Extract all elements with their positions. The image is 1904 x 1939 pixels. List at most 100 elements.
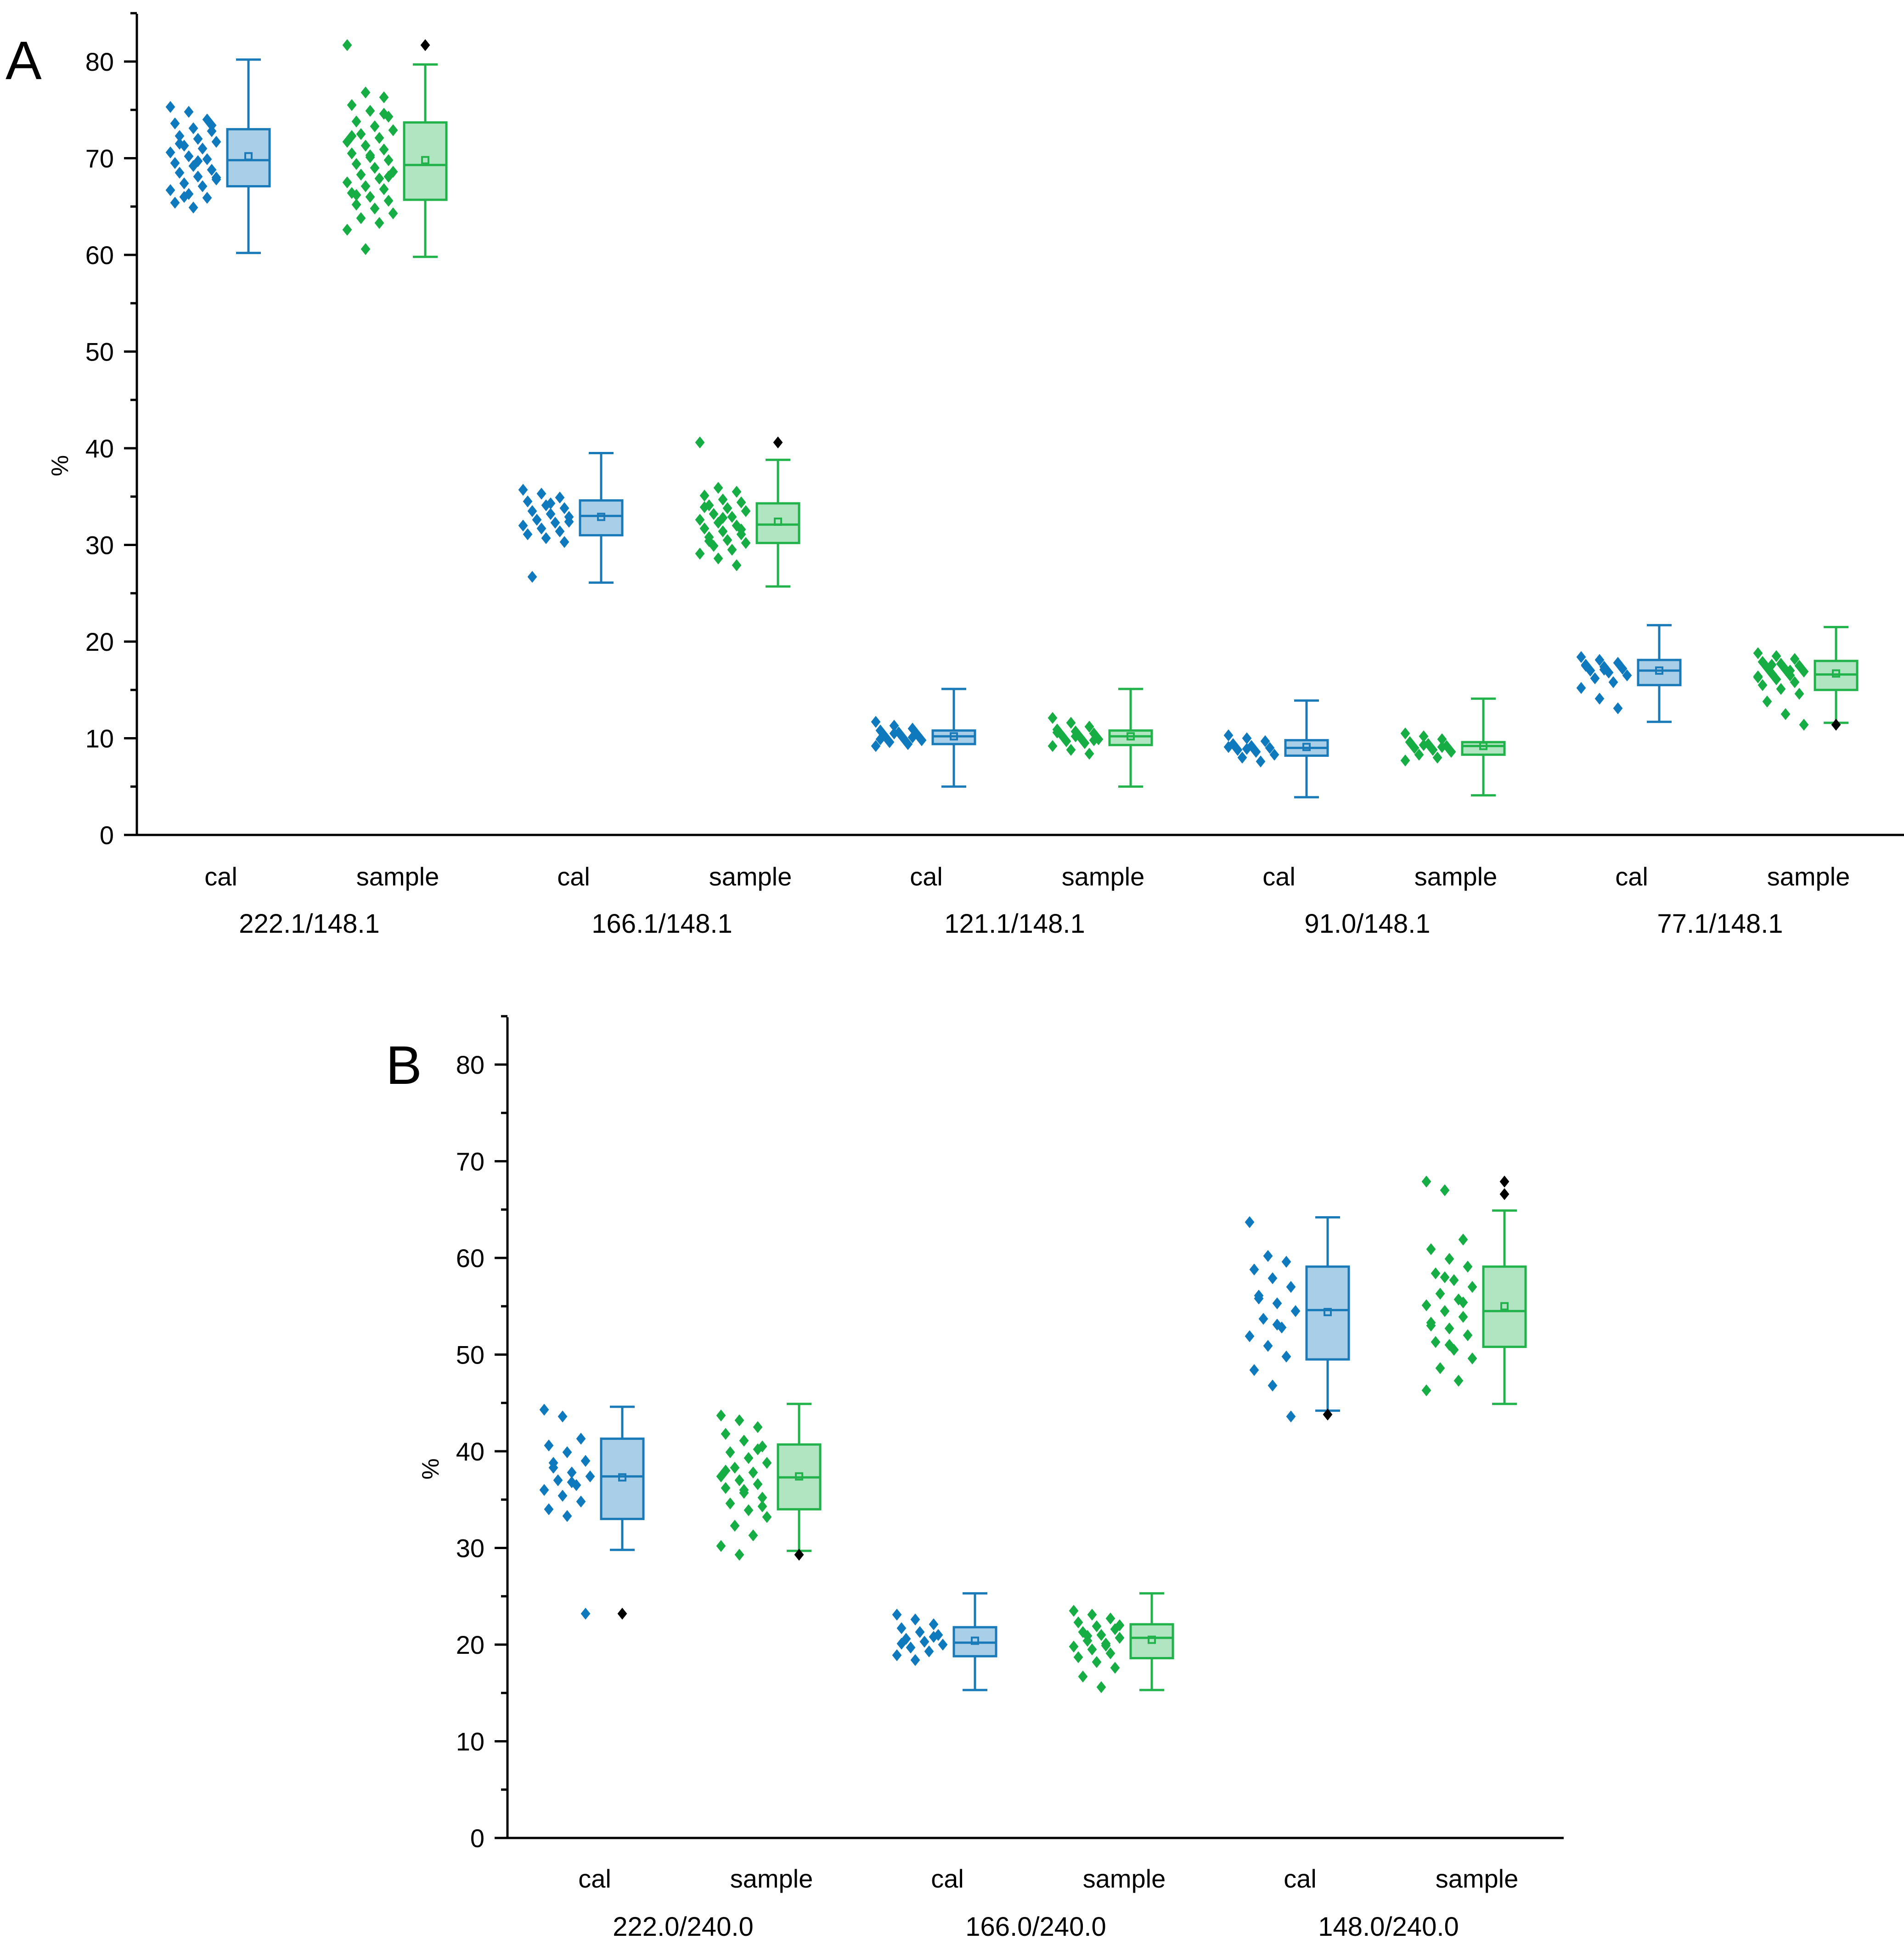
data-point (580, 1455, 591, 1467)
y-tick-label: 50 (456, 1341, 484, 1370)
data-point (370, 120, 380, 133)
data-point (924, 1645, 934, 1657)
data-point (1463, 1329, 1473, 1342)
data-point (170, 197, 180, 209)
box-cal: cal (539, 1404, 645, 1893)
data-point (748, 1466, 758, 1479)
data-point (546, 497, 556, 509)
data-point (1590, 672, 1600, 684)
data-point (1249, 1263, 1259, 1276)
data-point (351, 158, 361, 170)
data-point (356, 128, 366, 140)
mean-marker (244, 152, 253, 161)
iqr-box (1482, 1265, 1527, 1348)
data-point (709, 508, 719, 520)
data-point (757, 1500, 767, 1512)
data-point (1092, 1656, 1102, 1668)
data-point (734, 1474, 744, 1487)
data-point (1233, 744, 1243, 756)
mean-marker (1302, 743, 1311, 751)
data-point (1245, 1330, 1255, 1342)
data-point (576, 1432, 586, 1445)
x-category-label: cal (910, 862, 943, 891)
mean-marker (1148, 1635, 1156, 1644)
data-point (1613, 702, 1623, 715)
data-point (562, 1446, 572, 1459)
data-point (732, 485, 742, 498)
data-point (559, 536, 569, 548)
data-point (365, 105, 375, 117)
iqr-box (755, 502, 800, 544)
box-cal: cal (1576, 624, 1682, 891)
data-point (721, 1482, 731, 1494)
data-point (892, 1608, 902, 1621)
x-group-label: 148.0/240.0 (1318, 1912, 1459, 1939)
box-cal: cal (871, 688, 976, 891)
data-point (383, 154, 394, 166)
y-axis-title: % (47, 455, 73, 476)
data-point (175, 167, 185, 179)
data-point (383, 195, 394, 207)
data-point (1771, 650, 1781, 662)
data-point (906, 1641, 916, 1654)
data-point (562, 1510, 572, 1522)
data-point (1290, 1305, 1301, 1317)
data-point (197, 180, 208, 192)
data-point (744, 1452, 754, 1464)
data-point (919, 1635, 929, 1648)
outlier-point (1499, 1188, 1510, 1201)
data-point (1594, 654, 1605, 666)
data-point (518, 519, 528, 532)
data-point (1414, 749, 1424, 761)
data-point (576, 1495, 586, 1508)
iqr-box (1305, 1265, 1350, 1361)
data-point (1245, 1216, 1255, 1229)
data-point (374, 172, 384, 185)
data-point (762, 1457, 772, 1469)
data-point (211, 171, 221, 184)
outlier-point (617, 1607, 627, 1620)
mean-marker (1479, 742, 1487, 750)
data-point (179, 191, 189, 203)
data-point (725, 1497, 735, 1510)
data-point (1223, 741, 1234, 753)
data-point (695, 547, 705, 560)
data-point (184, 106, 194, 118)
data-point (379, 91, 389, 103)
mean-marker (774, 517, 782, 526)
data-point (1089, 734, 1099, 746)
y-tick-label: 10 (85, 724, 114, 753)
data-point (1237, 751, 1247, 764)
data-point (741, 505, 751, 517)
y-tick-label: 60 (85, 241, 114, 270)
data-point (1272, 1319, 1282, 1331)
data-point (356, 169, 366, 181)
data-point (929, 1631, 939, 1643)
data-point (544, 1503, 554, 1516)
data-point (1069, 1640, 1079, 1653)
data-point (695, 513, 705, 526)
data-point (1084, 748, 1094, 760)
data-point (544, 1439, 554, 1452)
data-point (739, 1434, 749, 1447)
data-point (1267, 1272, 1278, 1285)
iqr-box (1637, 659, 1682, 687)
data-point (342, 176, 352, 189)
box-group: cal sample 222.1/148.1 (165, 39, 448, 939)
data-point (347, 99, 357, 111)
x-category-label: sample (1767, 862, 1850, 891)
data-point (718, 525, 728, 538)
data-point (550, 517, 560, 529)
data-point (1223, 729, 1234, 742)
x-category-label: cal (1615, 862, 1648, 891)
data-point (1258, 1313, 1268, 1325)
data-point (1790, 653, 1800, 665)
data-point (356, 212, 366, 225)
data-point (730, 1461, 740, 1474)
data-point (1622, 669, 1632, 682)
box-cal: cal (892, 1592, 997, 1893)
box-cal: cal (165, 58, 271, 891)
data-point (1082, 1630, 1093, 1642)
data-point (1105, 1647, 1115, 1659)
data-point (1096, 1681, 1106, 1693)
